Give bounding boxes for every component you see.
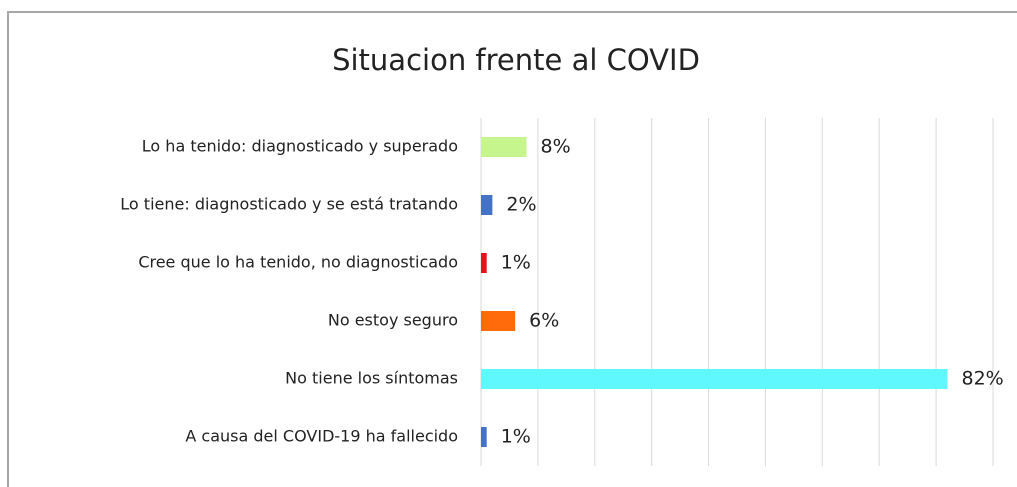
y-tick-label: A causa del COVID-19 ha fallecido [185, 427, 458, 446]
data-label: 6% [529, 310, 559, 332]
bar [481, 369, 948, 389]
data-label: 8% [541, 136, 571, 158]
data-label: 1% [501, 426, 531, 448]
chart-frame [7, 11, 1017, 487]
y-tick-label: Lo tiene: diagnosticado y se está tratan… [120, 195, 458, 214]
bar [481, 195, 493, 215]
y-tick-label: Lo ha tenido: diagnosticado y superado [142, 137, 458, 156]
data-label: 2% [506, 194, 536, 216]
data-label: 1% [501, 252, 531, 274]
y-tick-label: Cree que lo ha tenido, no diagnosticado [138, 253, 458, 272]
bar [481, 137, 527, 157]
y-tick-label: No estoy seguro [328, 311, 458, 330]
y-tick-label: No tiene los síntomas [285, 369, 458, 388]
bar [481, 311, 516, 331]
bar [481, 253, 487, 273]
data-label: 82% [961, 368, 1003, 390]
bar [481, 427, 487, 447]
chart-title: Situacion frente al COVID [332, 43, 700, 77]
